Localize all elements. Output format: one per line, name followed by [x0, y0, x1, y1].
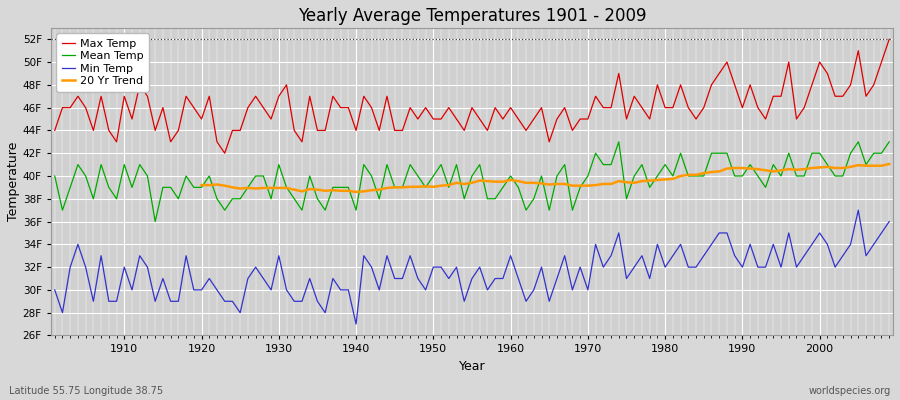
- Max Temp: [335, 105, 346, 110]
- Line: Min Temp: Min Temp: [55, 210, 889, 324]
- Mean Temp: [606, 162, 616, 167]
- Max Temp: [606, 105, 616, 110]
- Min Temp: [50, 288, 60, 292]
- Mean Temp: [289, 196, 300, 201]
- 20 Yr Trend: [328, 188, 338, 193]
- Mean Temp: [505, 174, 516, 178]
- Line: 20 Yr Trend: 20 Yr Trend: [202, 164, 889, 192]
- 20 Yr Trend: [505, 178, 516, 182]
- Min Temp: [111, 299, 122, 304]
- 20 Yr Trend: [598, 182, 608, 186]
- Mean Temp: [111, 196, 122, 201]
- Min Temp: [606, 253, 616, 258]
- 20 Yr Trend: [884, 162, 895, 166]
- Max Temp: [884, 37, 895, 42]
- Line: Mean Temp: Mean Temp: [55, 142, 889, 222]
- 20 Yr Trend: [498, 179, 508, 184]
- Max Temp: [289, 128, 300, 133]
- Line: Max Temp: Max Temp: [55, 39, 889, 153]
- Text: worldspecies.org: worldspecies.org: [809, 386, 891, 396]
- Min Temp: [513, 276, 524, 281]
- Mean Temp: [884, 140, 895, 144]
- Min Temp: [853, 208, 864, 212]
- Min Temp: [351, 322, 362, 326]
- Max Temp: [220, 151, 230, 156]
- Min Temp: [505, 253, 516, 258]
- X-axis label: Year: Year: [459, 360, 485, 373]
- Mean Temp: [50, 174, 60, 178]
- Min Temp: [328, 276, 338, 281]
- Min Temp: [884, 219, 895, 224]
- Max Temp: [513, 117, 524, 122]
- Title: Yearly Average Temperatures 1901 - 2009: Yearly Average Temperatures 1901 - 2009: [298, 7, 646, 25]
- Text: Latitude 55.75 Longitude 38.75: Latitude 55.75 Longitude 38.75: [9, 386, 163, 396]
- Mean Temp: [149, 219, 160, 224]
- Mean Temp: [513, 185, 524, 190]
- Mean Temp: [335, 185, 346, 190]
- Max Temp: [111, 140, 122, 144]
- Mean Temp: [614, 140, 625, 144]
- Max Temp: [50, 128, 60, 133]
- Legend: Max Temp, Mean Temp, Min Temp, 20 Yr Trend: Max Temp, Mean Temp, Min Temp, 20 Yr Tre…: [57, 34, 148, 92]
- Max Temp: [505, 105, 516, 110]
- Y-axis label: Temperature: Temperature: [7, 142, 20, 221]
- Min Temp: [281, 288, 292, 292]
- 20 Yr Trend: [281, 186, 292, 190]
